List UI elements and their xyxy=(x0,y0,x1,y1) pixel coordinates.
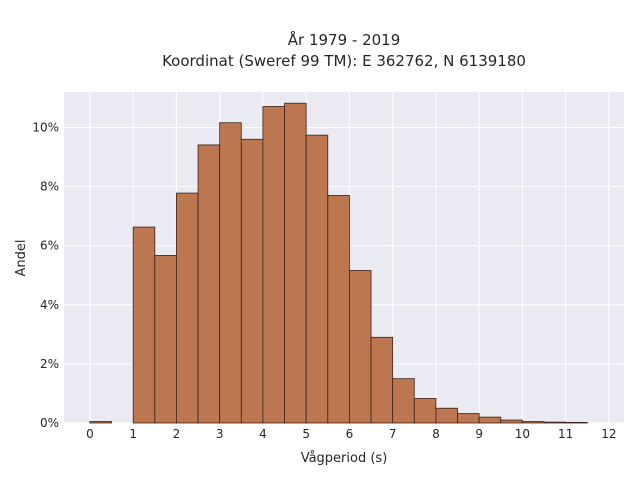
y-tick-label: 10% xyxy=(32,120,59,134)
histogram-bar xyxy=(565,422,588,424)
histogram-bar xyxy=(240,138,264,424)
histogram-bar xyxy=(349,270,372,424)
histogram-bar xyxy=(176,192,199,424)
bars xyxy=(89,102,588,424)
x-tick-label: 7 xyxy=(389,427,397,441)
histogram-bar xyxy=(435,407,458,424)
histogram-bar xyxy=(457,413,480,424)
histogram-bar xyxy=(370,336,394,424)
x-tick-label: 12 xyxy=(601,427,616,441)
x-tick-label: 11 xyxy=(558,427,573,441)
y-tick-label: 6% xyxy=(40,239,59,253)
chart-title-line-2: Koordinat (Sweref 99 TM): E 362762, N 61… xyxy=(162,52,526,70)
histogram-bar xyxy=(284,102,307,424)
histogram-bar xyxy=(89,421,112,424)
x-tick-label: 10 xyxy=(515,427,530,441)
x-tick-label: 1 xyxy=(129,427,137,441)
x-axis-ticks: 0 1 2 3 4 5 6 7 8 9 10 11 12 xyxy=(86,427,616,441)
histogram-bar xyxy=(219,122,242,424)
chart-title-line-1: År 1979 - 2019 xyxy=(288,30,401,49)
x-tick-label: 3 xyxy=(216,427,224,441)
histogram-bar xyxy=(478,416,502,424)
x-tick-label: 4 xyxy=(259,427,267,441)
x-tick-label: 5 xyxy=(302,427,310,441)
histogram-bar xyxy=(132,226,156,424)
y-tick-label: 0% xyxy=(40,416,59,430)
histogram-bar xyxy=(197,144,221,424)
y-tick-label: 8% xyxy=(40,180,59,194)
histogram-bar xyxy=(500,419,523,424)
histogram-bar xyxy=(327,195,350,424)
x-axis-label: Vågperiod (s) xyxy=(301,451,388,466)
histogram-bar xyxy=(543,421,567,424)
y-tick-label: 2% xyxy=(40,357,59,371)
histogram-bar xyxy=(262,106,285,424)
histogram-bar xyxy=(305,134,329,424)
histogram-bar xyxy=(154,255,177,424)
x-tick-label: 8 xyxy=(432,427,440,441)
x-tick-label: 0 xyxy=(86,427,94,441)
histogram-bar xyxy=(413,398,437,424)
y-axis-ticks: 0% 2% 4% 6% 8% 10% xyxy=(32,120,59,430)
x-tick-label: 6 xyxy=(346,427,354,441)
histogram-bar xyxy=(521,421,545,424)
y-tick-label: 4% xyxy=(40,298,59,312)
x-tick-label: 2 xyxy=(173,427,181,441)
y-axis-label: Andel xyxy=(14,240,29,277)
x-tick-label: 9 xyxy=(475,427,483,441)
histogram-bar xyxy=(392,378,415,424)
